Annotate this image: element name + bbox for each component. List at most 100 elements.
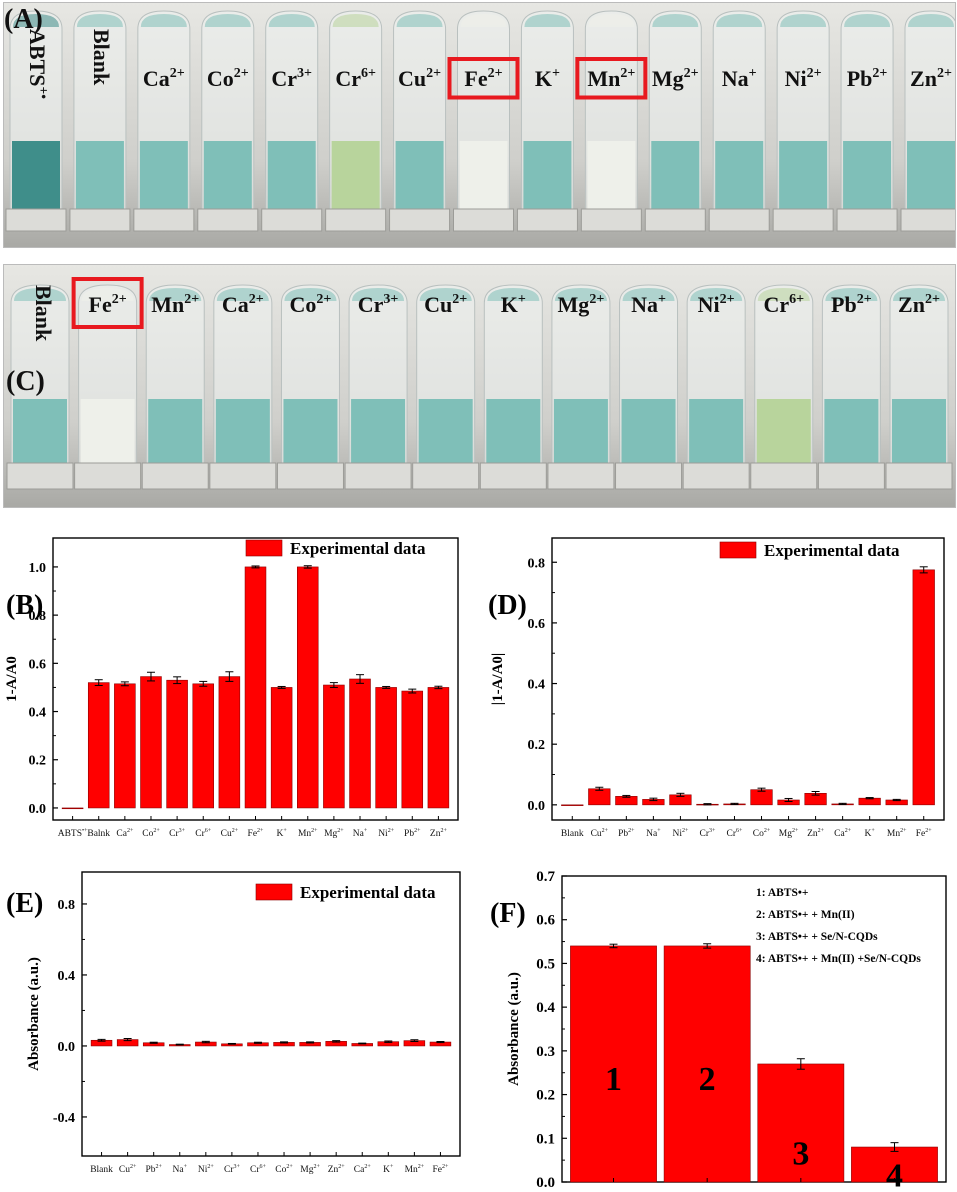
x-tick-label-8: Mg2+ [300,1164,320,1175]
photo-panel-a: ABTS+• Blank Ca2+ Co2+ Cr3+ Cr6+ Cu2+ Fe2+ K+ Mn2… [3,2,956,248]
tube-solution [621,399,676,463]
x-tick-label-8: K+ [276,828,287,839]
tube-label-13: Zn2+ [898,292,940,317]
legend-label: Experimental data [300,883,436,902]
tube-7 [479,284,547,490]
x-tick-label-4: Cr3+ [169,828,186,839]
y-tick-label: 0.0 [29,802,47,817]
tube-label-5: Cr6+ [335,66,376,91]
bar-number-label-2: 3 [792,1136,809,1173]
tube-label-9: Mn2+ [587,66,635,91]
bar-0 [570,945,657,1183]
x-tick-label-3: Na+ [173,1164,188,1175]
x-tick-label-9: Mn2+ [298,828,318,839]
tube-cap [825,288,878,301]
tube-solution [203,141,252,209]
tube-12 [817,284,885,490]
tube-cap [554,288,607,301]
tube-7 [453,10,514,232]
tube-label-12: Pb2+ [831,292,872,317]
y-tick-label: 0.2 [528,738,546,753]
tube-solution [523,141,572,209]
tube-label-13: Pb2+ [847,66,888,91]
highlight-box [447,57,520,100]
highlight-box [575,57,648,100]
tube-6 [389,10,451,232]
tube-9 [580,10,642,232]
tube-label-2: Mn2+ [151,292,199,317]
tube-label-6: Cu2+ [398,66,441,91]
tube-base [261,208,323,232]
tube-label-11: Cr6+ [763,292,804,317]
tube-5 [344,284,412,490]
tube-base [708,208,770,232]
tube-label-0: ABTS+• [25,29,51,99]
panel-label-c: (C) [6,366,45,397]
tube-label-11: Na+ [722,66,757,91]
y-axis-label: Absorbance (a.u.) [26,957,42,1071]
panel-label: (E) [6,888,43,919]
bar-12 [375,687,397,809]
x-tick-label-7: Co2+ [275,1164,293,1175]
tube-13 [885,284,953,490]
tube-13 [836,10,898,232]
legend-label: Experimental data [764,541,900,560]
x-tick-label-4: Ni2+ [672,828,689,839]
x-tick-label-9: Zn2+ [807,828,825,839]
tube-solution [75,141,124,209]
panel-label: (B) [6,590,43,621]
x-tick-label-6: Cu2+ [221,828,239,839]
tube-solution [486,399,541,463]
y-tick-label: 0.4 [528,678,546,693]
tube-1 [74,284,142,490]
tube-cap [216,288,269,301]
tube-10 [682,284,750,490]
x-tick-label-12: Mn2+ [887,828,907,839]
tube-base [772,208,834,232]
tube-base [69,208,131,232]
x-tick-label-4: Ni2+ [198,1164,215,1175]
tube-label-9: Na+ [631,292,666,317]
bar-6 [218,676,241,809]
tube-cap [844,14,891,27]
tube-base [580,208,642,232]
x-tick-label-5: Cr3+ [700,828,717,839]
tube-base [615,462,683,490]
bar-8 [270,687,293,809]
tube-2 [141,284,209,490]
tube-cap [396,14,443,27]
x-tick-label-11: K+ [865,828,876,839]
bar-10 [323,684,345,809]
bar-13 [401,690,424,809]
tube-base [389,208,451,232]
y-tick-label: 1.0 [29,561,47,576]
tube-5 [325,10,387,232]
x-tick-label-0: Blank [90,1165,113,1175]
tube-solution [80,399,135,463]
plot-frame [81,871,461,1157]
y-tick-label: 0.8 [58,898,76,913]
panel-label-a: (A) [4,4,43,35]
tube-solution [843,141,892,209]
tube-cap [13,14,59,27]
x-tick-label-10: Ca2+ [354,1164,372,1175]
x-tick-label-8: Mg2+ [779,828,799,839]
y-tick-label: 0.5 [536,956,555,972]
tube-base [644,208,706,232]
x-tick-label-5: Cr3+ [224,1164,241,1175]
legend-item-2: 3: ABTS•+ + Se/N-CQDs [756,931,878,943]
tube-label-4: Co2+ [290,292,332,317]
panel-label: (F) [490,898,526,929]
plot-frame [551,537,945,821]
tube-cap [780,14,827,27]
tube-solution [395,141,444,209]
x-tick-label-13: Pb2+ [404,828,421,839]
bar-1 [663,945,751,1183]
tube-solution [756,399,811,463]
y-tick-label: 0.6 [528,617,546,632]
x-tick-label-12: Ni2+ [378,828,395,839]
y-tick-label: 0.0 [58,1040,76,1055]
legend-item-0: 1: ABTS•+ [756,887,808,899]
tube-4 [276,284,344,490]
x-tick-label-2: Pb2+ [145,1164,162,1175]
